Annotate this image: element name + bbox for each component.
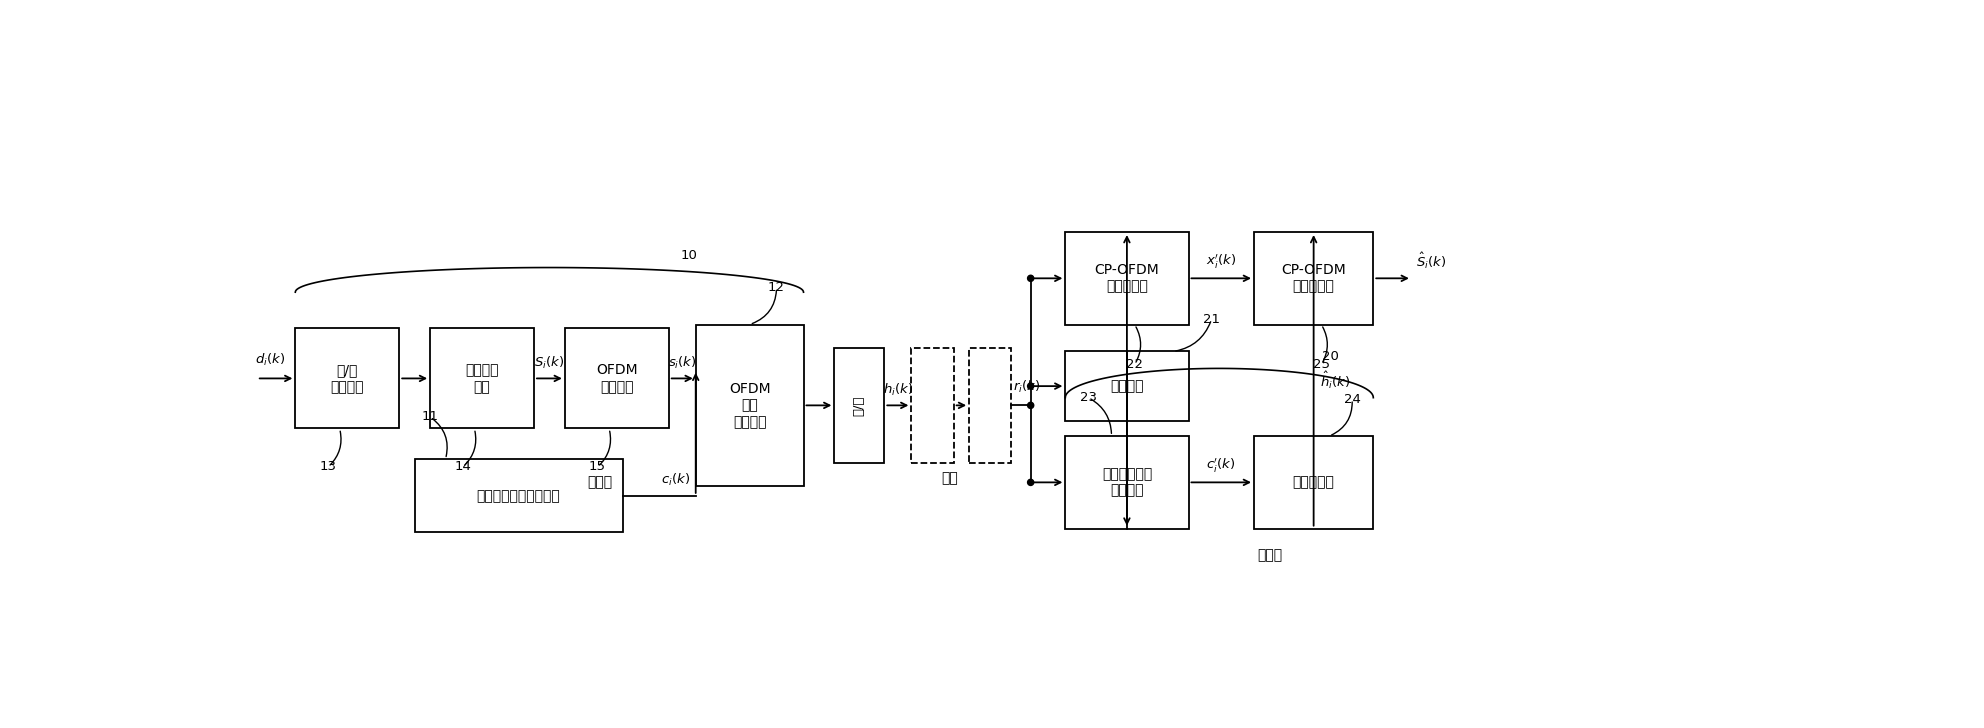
- Text: $h_i(k)$: $h_i(k)$: [883, 381, 913, 397]
- FancyBboxPatch shape: [565, 328, 669, 429]
- Text: 发送端: 发送端: [587, 475, 611, 489]
- Circle shape: [1028, 479, 1034, 486]
- Text: $c_i(k)$: $c_i(k)$: [661, 472, 690, 488]
- FancyBboxPatch shape: [1065, 232, 1188, 325]
- Text: 信道: 信道: [942, 472, 958, 486]
- FancyBboxPatch shape: [296, 328, 399, 429]
- Text: 同步模块: 同步模块: [1111, 379, 1143, 393]
- Circle shape: [1028, 275, 1034, 282]
- FancyBboxPatch shape: [1254, 232, 1373, 325]
- Text: 调制模块: 调制模块: [599, 380, 633, 394]
- FancyBboxPatch shape: [968, 348, 1012, 463]
- Text: 20: 20: [1321, 350, 1339, 363]
- Circle shape: [1028, 403, 1034, 408]
- Text: $c_i'(k)$: $c_i'(k)$: [1206, 456, 1236, 475]
- Text: 串/并: 串/并: [337, 363, 357, 377]
- Text: 数据: 数据: [742, 398, 758, 412]
- Text: 信道均模块: 信道均模块: [1294, 280, 1335, 293]
- Text: 25: 25: [1313, 358, 1329, 371]
- FancyBboxPatch shape: [1065, 436, 1188, 529]
- FancyBboxPatch shape: [1254, 436, 1373, 529]
- FancyBboxPatch shape: [415, 459, 623, 532]
- Text: 13: 13: [319, 461, 337, 473]
- Text: $r_i(k)$: $r_i(k)$: [1014, 379, 1040, 395]
- Circle shape: [1028, 383, 1034, 389]
- FancyBboxPatch shape: [696, 325, 804, 486]
- Text: $\hat{h}_i(k)$: $\hat{h}_i(k)$: [1319, 370, 1349, 391]
- Text: $\hat{S}_i(k)$: $\hat{S}_i(k)$: [1417, 250, 1446, 271]
- Text: 复接模块: 复接模块: [732, 415, 766, 429]
- Text: 帧头保护序列生成模块: 帧头保护序列生成模块: [476, 488, 561, 503]
- Text: 提取模块: 提取模块: [1111, 483, 1143, 498]
- FancyBboxPatch shape: [431, 328, 534, 429]
- Text: 帧头保护序列: 帧头保护序列: [1101, 467, 1153, 481]
- Text: 符号映射: 符号映射: [466, 363, 498, 377]
- Text: 信道估模块: 信道估模块: [1294, 475, 1335, 489]
- Text: CP-OFDM: CP-OFDM: [1095, 263, 1159, 277]
- Text: 并/串: 并/串: [853, 395, 865, 416]
- Text: 24: 24: [1343, 392, 1361, 405]
- Text: $x_i'(k)$: $x_i'(k)$: [1206, 253, 1236, 271]
- Text: 14: 14: [454, 461, 472, 473]
- Text: 23: 23: [1079, 391, 1097, 404]
- Text: $d_i(k)$: $d_i(k)$: [256, 352, 286, 368]
- Text: OFDM: OFDM: [595, 363, 637, 377]
- Text: 15: 15: [589, 461, 605, 473]
- Text: 10: 10: [681, 249, 698, 262]
- Text: 21: 21: [1202, 312, 1220, 325]
- Text: $S_i(k)$: $S_i(k)$: [534, 355, 565, 371]
- Text: 22: 22: [1127, 358, 1143, 371]
- Text: 接收端: 接收端: [1256, 548, 1282, 563]
- Text: 11: 11: [421, 411, 438, 424]
- Text: 信号重模块: 信号重模块: [1105, 280, 1149, 293]
- FancyBboxPatch shape: [835, 348, 885, 463]
- Text: OFDM: OFDM: [728, 381, 770, 396]
- FancyBboxPatch shape: [1065, 352, 1188, 421]
- Text: 模块: 模块: [474, 380, 490, 394]
- Text: CP-OFDM: CP-OFDM: [1282, 263, 1345, 277]
- Text: 12: 12: [768, 281, 786, 294]
- Text: 变换模块: 变换模块: [331, 380, 363, 394]
- FancyBboxPatch shape: [911, 348, 954, 463]
- Text: $s_i(k)$: $s_i(k)$: [669, 355, 696, 371]
